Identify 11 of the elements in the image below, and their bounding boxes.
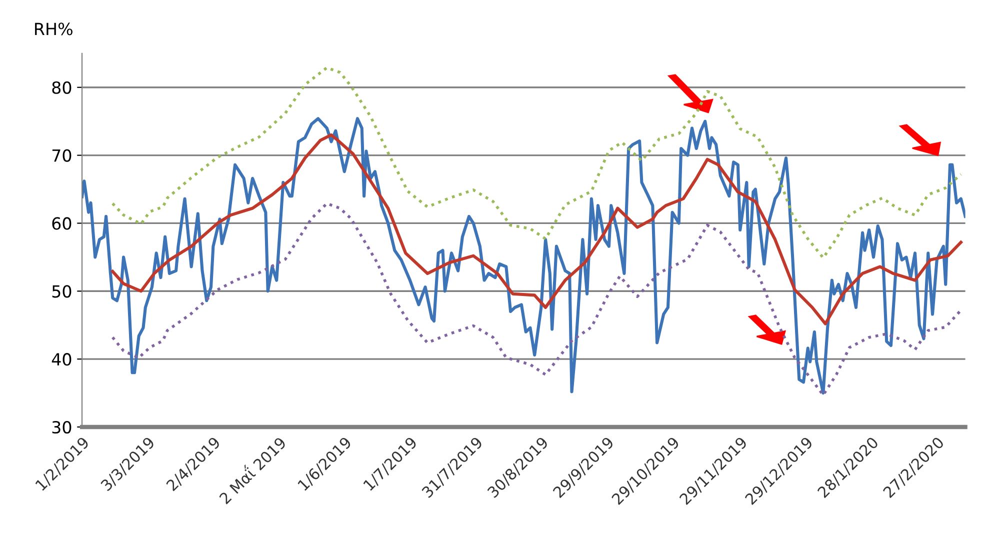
line-series — [111, 66, 962, 260]
y-axis-title: RH% — [35, 22, 72, 36]
y-tick-label: 30 — [52, 420, 72, 434]
y-tick-label: 40 — [52, 353, 72, 366]
line-series — [111, 202, 962, 396]
y-tick-label: 50 — [52, 285, 72, 298]
line-series — [111, 133, 962, 326]
line-series — [82, 117, 966, 395]
y-tick-label: 80 — [52, 81, 72, 94]
y-tick-label: 70 — [52, 149, 72, 162]
y-tick-label: 60 — [52, 217, 72, 230]
